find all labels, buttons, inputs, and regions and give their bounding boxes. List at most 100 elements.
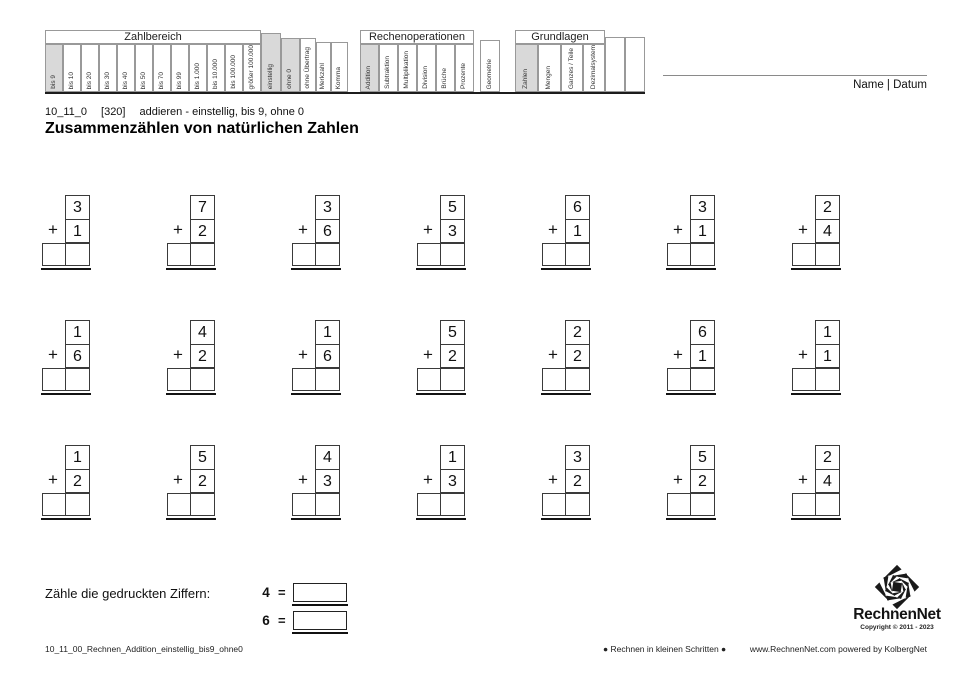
answer-cell-ones[interactable] [816,369,839,390]
answer-cell-tens[interactable] [293,369,316,390]
header-col-subtraktion: Subtraktion [379,44,398,92]
header-col-prozente: Prozente [455,44,474,92]
answer-cell-ones[interactable] [316,244,339,265]
answer-cell-tens[interactable] [418,244,441,265]
answer-cell-tens[interactable] [543,244,566,265]
header-col-multiplikation: Multiplikation [398,44,417,92]
answer-cell-ones[interactable] [566,494,589,515]
answer-row [792,368,840,391]
header-col-label: Multiplikation [403,51,411,89]
addend-bottom: 3 [441,219,464,242]
addend-top: 5 [448,199,457,216]
header-col-label: bis 10.000 [211,59,219,89]
answer-row [167,493,215,516]
answer-cell-tens[interactable] [793,244,816,265]
header-col-bis-9: bis 9 [45,44,63,92]
answer-cell-ones[interactable] [816,244,839,265]
answer-cell-tens[interactable] [293,494,316,515]
answer-cell-tens[interactable] [418,369,441,390]
plus-operator: + [673,470,683,489]
header-col-ohne-bertrag: ohne Übertrag [300,38,316,92]
result-double-line [666,518,716,520]
answer-cell-tens[interactable] [793,369,816,390]
addend-bottom: 1 [691,344,714,367]
answer-cell-tens[interactable] [543,369,566,390]
header-col-label: Subtraktion [384,56,392,89]
answer-cell-tens[interactable] [418,494,441,515]
answer-cell-ones[interactable] [66,494,89,515]
footer-website: www.RechnenNet.com powered by KolbergNet [749,644,927,654]
worksheet-code: 10_11_0 [45,106,88,118]
result-double-line [166,518,216,520]
answer-cell-tens[interactable] [668,244,691,265]
plus-operator: + [298,220,308,239]
answer-cell-tens[interactable] [43,244,66,265]
answer-row [42,368,90,391]
header-col-label: Mengen [545,65,553,90]
equals-sign: = [278,585,286,600]
answer-cell-tens[interactable] [168,494,191,515]
answer-cell-ones[interactable] [816,494,839,515]
problem-2-2: 4 2 + [166,320,217,396]
logo-copyright: Copyright © 2011 - 2023 [860,624,934,631]
answer-cell-ones[interactable] [191,494,214,515]
header-col-label: Zahlen [522,69,530,89]
answer-cell-ones[interactable] [691,244,714,265]
addend-top: 5 [448,324,457,341]
plus-operator: + [48,345,58,364]
result-double-line [666,393,716,395]
count-answer-box-4[interactable] [293,583,347,602]
problem-3-1: 1 2 + [41,445,92,521]
answer-row [417,368,465,391]
answer-cell-ones[interactable] [441,244,464,265]
answer-cell-tens[interactable] [43,494,66,515]
answer-cell-ones[interactable] [66,369,89,390]
result-double-line [666,268,716,270]
answer-cell-tens[interactable] [168,369,191,390]
answer-cell-ones[interactable] [691,369,714,390]
addend-bottom: 4 [816,219,839,242]
plus-operator: + [423,220,433,239]
addend-top: 2 [823,449,832,466]
answer-cell-tens[interactable] [543,494,566,515]
problem-2-3: 1 6 + [291,320,342,396]
header-col-bis-40: bis 40 [117,44,135,92]
answer-cell-tens[interactable] [668,369,691,390]
addend-top: 3 [698,199,707,216]
count-answer-box-6[interactable] [293,611,347,630]
answer-cell-ones[interactable] [191,369,214,390]
answer-cell-ones[interactable] [441,369,464,390]
worksheet-info: 10_11_0 [320] addieren - einstellig, bis… [45,106,304,118]
plus-operator: + [673,345,683,364]
addend-bottom: 1 [691,219,714,242]
plus-operator: + [298,345,308,364]
addend-bottom: 1 [816,344,839,367]
plus-operator: + [548,470,558,489]
answer-cell-ones[interactable] [691,494,714,515]
header-col-zahlen: Zahlen [515,44,538,92]
problem-3-6: 5 2 + [666,445,717,521]
answer-cell-tens[interactable] [43,369,66,390]
answer-cell-ones[interactable] [191,244,214,265]
result-double-line [41,268,91,270]
answer-cell-ones[interactable] [566,244,589,265]
answer-cell-ones[interactable] [316,369,339,390]
answer-cell-ones[interactable] [441,494,464,515]
answer-cell-ones[interactable] [316,494,339,515]
answer-cell-tens[interactable] [168,244,191,265]
addend-top: 6 [698,324,707,341]
answer-cell-ones[interactable] [566,369,589,390]
answer-row [167,368,215,391]
answer-cell-tens[interactable] [293,244,316,265]
answer-cell-tens[interactable] [793,494,816,515]
answer-cell-tens[interactable] [668,494,691,515]
answer-cell-ones[interactable] [66,244,89,265]
plus-operator: + [798,220,808,239]
header-col-einstellig: einstellig [261,33,281,92]
